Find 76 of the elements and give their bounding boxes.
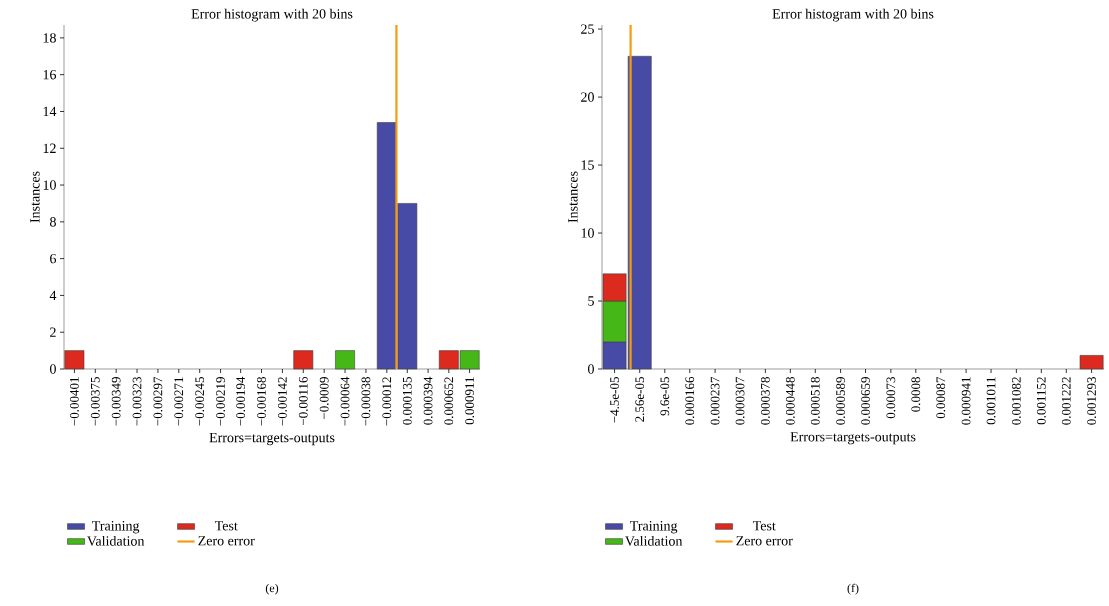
x-tick-label: −0.00219 — [216, 377, 225, 426]
x-tick-label: 0.001222 — [1061, 377, 1071, 425]
legend-label: Test — [752, 521, 776, 531]
x-tick-label: −4.5e-05 — [610, 377, 619, 423]
text: (e) — [265, 583, 279, 595]
x-tick-label: 0.0008 — [911, 377, 921, 412]
x-tick-label: −0.00194 — [236, 376, 246, 426]
x-tick-label: 2.56e-05 — [635, 377, 645, 422]
legend-label: Training — [92, 521, 140, 534]
legend-label: Zero error — [198, 536, 255, 546]
bar — [293, 350, 314, 370]
y-tick-label: 5 — [588, 296, 594, 306]
bar — [1079, 355, 1104, 370]
bar — [64, 350, 85, 370]
x-tick-label: −0.0009 — [319, 377, 329, 419]
y-tick-label: 20 — [581, 92, 594, 102]
x-tick-label: 0.001152 — [1036, 377, 1046, 425]
x-tick-label: 0.00073 — [886, 377, 896, 419]
x-tick-label: −0.00401 — [69, 377, 79, 426]
y-tick-label: 6 — [50, 253, 57, 264]
x-tick-label: −0.00012 — [382, 377, 392, 426]
x-tick-label: −0.00142 — [278, 377, 287, 426]
y-tick-label: 0 — [588, 364, 594, 374]
y-tick-label: 18 — [43, 33, 56, 43]
x-tick-label: 0.001011 — [986, 377, 996, 425]
y-tick-label: 10 — [581, 228, 594, 238]
x-tick-label: 0.000135 — [402, 377, 412, 425]
x-tick-label: 0.000307 — [735, 376, 745, 425]
chart-title: Error histogram with 20 bins — [191, 8, 353, 22]
x-tick-label: 0.000394 — [423, 376, 433, 425]
y-tick-label: 0 — [50, 364, 56, 374]
x-tick-label: 0.00087 — [936, 376, 946, 419]
x-tick-label: 0.000911 — [465, 377, 475, 425]
legend-label: Validation — [625, 535, 683, 546]
x-tick-label: 0.000652 — [444, 377, 454, 425]
y-tick-label: 16 — [43, 69, 57, 80]
x-tick-label: −0.00064 — [340, 376, 350, 426]
y-tick-label: 2 — [50, 327, 56, 337]
x-tick-label: 9.6e-05 — [660, 377, 670, 416]
y-tick-label: 10 — [43, 180, 56, 190]
x-tick-label: −0.00168 — [257, 377, 266, 426]
chart-title: Error histogram with 20 bins — [772, 8, 934, 22]
x-tick-label: 0.000237 — [710, 376, 720, 425]
legend-label: Training — [630, 521, 678, 534]
x-tick-label: −0.00038 — [361, 377, 371, 426]
x-tick-label: 0.000941 — [961, 377, 971, 425]
legend-label: Test — [214, 521, 238, 531]
x-tick-label: 0.000518 — [810, 377, 820, 425]
x-tick-label: 0.000378 — [760, 377, 770, 425]
x-tick-label: −0.00271 — [174, 377, 184, 426]
x-tick-label: 0.000659 — [861, 377, 870, 425]
y-tick-label: 4 — [49, 290, 57, 301]
x-tick-label: −0.00323 — [132, 377, 142, 426]
x-tick-label: 0.000448 — [785, 377, 795, 425]
x-axis-title: Errors=targets-outputs — [209, 432, 335, 446]
y-tick-label: 8 — [50, 217, 56, 227]
x-tick-label: −0.00245 — [195, 377, 205, 426]
y-tick-label: 14 — [43, 106, 57, 117]
x-tick-label: −0.00349 — [111, 377, 121, 426]
y-axis-title: Instances — [30, 171, 40, 223]
x-tick-label: 0.000166 — [685, 376, 695, 425]
x-tick-label: −0.00297 — [153, 376, 163, 426]
x-tick-label: −0.00116 — [298, 376, 308, 425]
y-axis-title: Instances — [568, 171, 578, 223]
y-tick-label: 12 — [43, 143, 56, 153]
x-tick-label: 0.001293 — [1087, 377, 1097, 425]
x-tick-label: −0.00375 — [90, 377, 100, 426]
x-axis-title: Errors=targets-outputs — [790, 432, 916, 445]
y-tick-label: 15 — [581, 160, 594, 170]
legend-label: Zero error — [736, 536, 793, 546]
x-tick-label: 0.001082 — [1011, 377, 1021, 425]
legend-label: Validation — [87, 535, 145, 546]
x-tick-label: 0.000589 — [836, 377, 846, 425]
bar — [335, 350, 355, 370]
y-tick-label: 25 — [581, 24, 594, 34]
text: (f) — [847, 583, 859, 595]
